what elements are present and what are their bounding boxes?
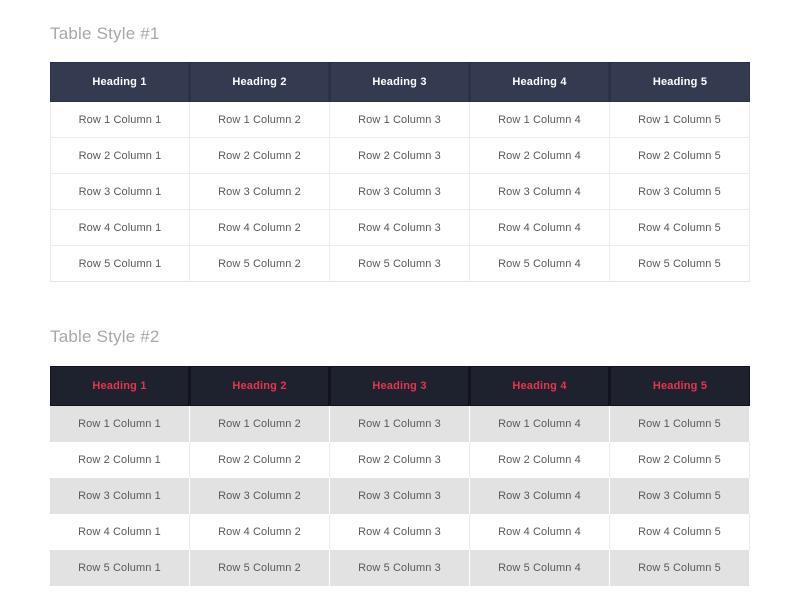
table-header-row: Heading 1 Heading 2 Heading 3 Heading 4 … [50, 62, 750, 103]
table-cell: Row 1 Column 1 [50, 102, 190, 139]
table-cell: Row 5 Column 4 [470, 246, 610, 283]
table-cell: Row 3 Column 1 [50, 174, 190, 211]
table-cell: Row 2 Column 4 [470, 138, 610, 175]
table-cell: Row 2 Column 3 [330, 138, 470, 175]
table-header-row: Heading 1 Heading 2 Heading 3 Heading 4 … [50, 365, 750, 406]
table-cell: Row 1 Column 4 [470, 102, 610, 139]
column-header[interactable]: Heading 2 [190, 62, 330, 103]
table-cell: Row 2 Column 1 [50, 441, 190, 478]
column-header[interactable]: Heading 2 [190, 365, 330, 406]
table-cell: Row 2 Column 4 [470, 441, 610, 478]
column-header[interactable]: Heading 1 [50, 62, 190, 103]
table-cell: Row 5 Column 5 [610, 549, 750, 586]
table-cell: Row 5 Column 2 [190, 246, 330, 283]
table-cell: Row 5 Column 1 [50, 246, 190, 283]
table-header: Heading 1 Heading 2 Heading 3 Heading 4 … [50, 365, 750, 406]
table-cell: Row 2 Column 2 [190, 441, 330, 478]
table-cell: Row 1 Column 1 [50, 405, 190, 442]
table-cell: Row 4 Column 2 [190, 210, 330, 247]
table-cell: Row 3 Column 2 [190, 174, 330, 211]
table-cell: Row 1 Column 5 [610, 405, 750, 442]
table-cell: Row 4 Column 4 [470, 513, 610, 550]
table-cell: Row 3 Column 1 [50, 477, 190, 514]
table-body: Row 1 Column 1 Row 1 Column 2 Row 1 Colu… [50, 405, 750, 586]
table-cell: Row 1 Column 3 [330, 102, 470, 139]
table-cell: Row 4 Column 2 [190, 513, 330, 550]
data-table-style-2: Heading 1 Heading 2 Heading 3 Heading 4 … [50, 365, 750, 586]
column-header[interactable]: Heading 3 [330, 365, 470, 406]
table-row: Row 5 Column 1 Row 5 Column 2 Row 5 Colu… [50, 549, 750, 586]
column-header[interactable]: Heading 5 [610, 365, 750, 406]
table-cell: Row 1 Column 3 [330, 405, 470, 442]
table-cell: Row 2 Column 3 [330, 441, 470, 478]
table-header: Heading 1 Heading 2 Heading 3 Heading 4 … [50, 62, 750, 103]
table-cell: Row 1 Column 2 [190, 405, 330, 442]
table-cell: Row 3 Column 5 [610, 477, 750, 514]
table-cell: Row 2 Column 2 [190, 138, 330, 175]
table-cell: Row 3 Column 4 [470, 477, 610, 514]
table-cell: Row 1 Column 2 [190, 102, 330, 139]
table-style-1-section: Table Style #1 Heading 1 Heading 2 Headi… [50, 0, 750, 283]
table-row: Row 1 Column 1 Row 1 Column 2 Row 1 Colu… [50, 405, 750, 442]
table-cell: Row 4 Column 3 [330, 210, 470, 247]
table-cell: Row 4 Column 1 [50, 210, 190, 247]
table-cell: Row 4 Column 1 [50, 513, 190, 550]
table-cell: Row 3 Column 2 [190, 477, 330, 514]
table-cell: Row 5 Column 3 [330, 549, 470, 586]
column-header[interactable]: Heading 4 [470, 62, 610, 103]
table-cell: Row 5 Column 1 [50, 549, 190, 586]
table-cell: Row 2 Column 1 [50, 138, 190, 175]
table-cell: Row 2 Column 5 [610, 441, 750, 478]
table-cell: Row 4 Column 5 [610, 513, 750, 550]
table-cell: Row 3 Column 5 [610, 174, 750, 211]
table-row: Row 4 Column 1 Row 4 Column 2 Row 4 Colu… [50, 210, 750, 247]
column-header[interactable]: Heading 4 [470, 365, 610, 406]
table-row: Row 3 Column 1 Row 3 Column 2 Row 3 Colu… [50, 477, 750, 514]
page-title: Table Style #1 [50, 24, 160, 43]
data-table-style-1: Heading 1 Heading 2 Heading 3 Heading 4 … [50, 62, 750, 283]
table-cell: Row 5 Column 5 [610, 246, 750, 283]
table-cell: Row 3 Column 3 [330, 477, 470, 514]
table-row: Row 5 Column 1 Row 5 Column 2 Row 5 Colu… [50, 246, 750, 283]
table-row: Row 2 Column 1 Row 2 Column 2 Row 2 Colu… [50, 138, 750, 175]
table-cell: Row 3 Column 3 [330, 174, 470, 211]
column-header[interactable]: Heading 3 [330, 62, 470, 103]
table-cell: Row 5 Column 3 [330, 246, 470, 283]
page-container: Table Style #1 Heading 1 Heading 2 Headi… [50, 0, 750, 586]
table-cell: Row 4 Column 4 [470, 210, 610, 247]
table-row: Row 3 Column 1 Row 3 Column 2 Row 3 Colu… [50, 174, 750, 211]
table-cell: Row 3 Column 4 [470, 174, 610, 211]
column-header[interactable]: Heading 5 [610, 62, 750, 103]
table-row: Row 4 Column 1 Row 4 Column 2 Row 4 Colu… [50, 513, 750, 550]
table-cell: Row 2 Column 5 [610, 138, 750, 175]
table-cell: Row 5 Column 2 [190, 549, 330, 586]
table-cell: Row 5 Column 4 [470, 549, 610, 586]
table-row: Row 1 Column 1 Row 1 Column 2 Row 1 Colu… [50, 102, 750, 139]
table-cell: Row 1 Column 5 [610, 102, 750, 139]
table-cell: Row 4 Column 3 [330, 513, 470, 550]
column-header[interactable]: Heading 1 [50, 365, 190, 406]
table-cell: Row 4 Column 5 [610, 210, 750, 247]
table-style-2-section: Table Style #2 Heading 1 Heading 2 Headi… [50, 282, 750, 586]
table-row: Row 2 Column 1 Row 2 Column 2 Row 2 Colu… [50, 441, 750, 478]
table-cell: Row 1 Column 4 [470, 405, 610, 442]
table-body: Row 1 Column 1 Row 1 Column 2 Row 1 Colu… [50, 102, 750, 283]
page-title: Table Style #2 [50, 327, 160, 347]
